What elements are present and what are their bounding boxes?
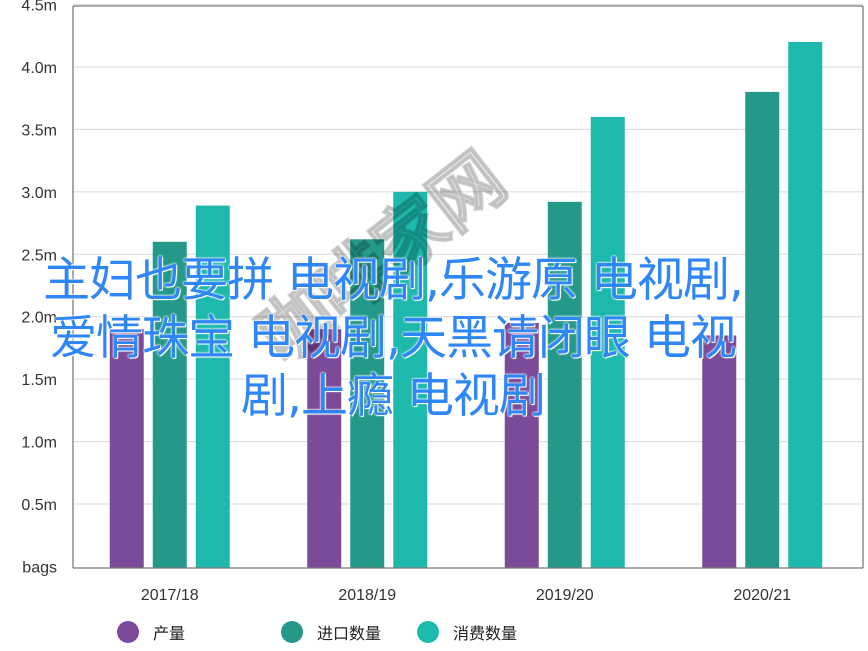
bar	[393, 191, 428, 569]
bar	[152, 241, 187, 569]
x-tick-label: 2019/20	[536, 587, 594, 604]
y-tick-label: 0.5m	[21, 497, 57, 514]
bar	[590, 116, 625, 569]
y-tick-label: 4.0m	[21, 60, 57, 77]
y-tick-label: 1.5m	[21, 372, 57, 389]
legend-item-production: 产量	[117, 617, 185, 647]
legend-item-consumption: 消费数量	[417, 617, 517, 647]
bar	[109, 329, 144, 568]
chart-legend: 产量 进口数量 消费数量	[0, 617, 868, 647]
bar	[788, 41, 823, 568]
y-tick-label: 4.5m	[21, 0, 57, 15]
legend-label-production: 产量	[153, 624, 186, 643]
gridlines	[73, 4, 863, 505]
legend-item-imports: 进口数量	[281, 617, 381, 647]
y-tick-label: 2.5m	[21, 247, 57, 264]
bar	[702, 335, 737, 568]
x-tick-label: 2017/18	[141, 587, 199, 604]
legend-swatch-imports	[281, 621, 303, 643]
y-tick-label: bags	[22, 560, 57, 577]
bar	[350, 239, 385, 568]
y-axis-ticks: bags 0.5m 1.0m 1.5m 2.0m 2.5m 3.0m 3.5m 4.0m 4.5m	[21, 0, 57, 577]
y-tick-label: 3.0m	[21, 185, 57, 202]
y-tick-label: 3.5m	[21, 122, 57, 139]
legend-swatch-consumption	[417, 621, 439, 643]
legend-label-consumption: 消费数量	[453, 624, 518, 643]
y-tick-label: 1.0m	[21, 435, 57, 452]
bar	[745, 91, 780, 568]
x-tick-label: 2018/19	[338, 587, 396, 604]
legend-swatch-production	[117, 621, 139, 643]
x-tick-label: 2020/21	[733, 587, 791, 604]
bar	[307, 329, 342, 568]
legend-label-imports: 进口数量	[317, 624, 382, 643]
bars	[109, 41, 823, 569]
bar	[547, 201, 582, 568]
y-tick-label: 2.0m	[21, 310, 57, 327]
bar	[195, 205, 230, 568]
bar	[504, 322, 539, 568]
x-axis-ticks: 2017/18 2018/19 2019/20 2020/21	[141, 587, 791, 604]
